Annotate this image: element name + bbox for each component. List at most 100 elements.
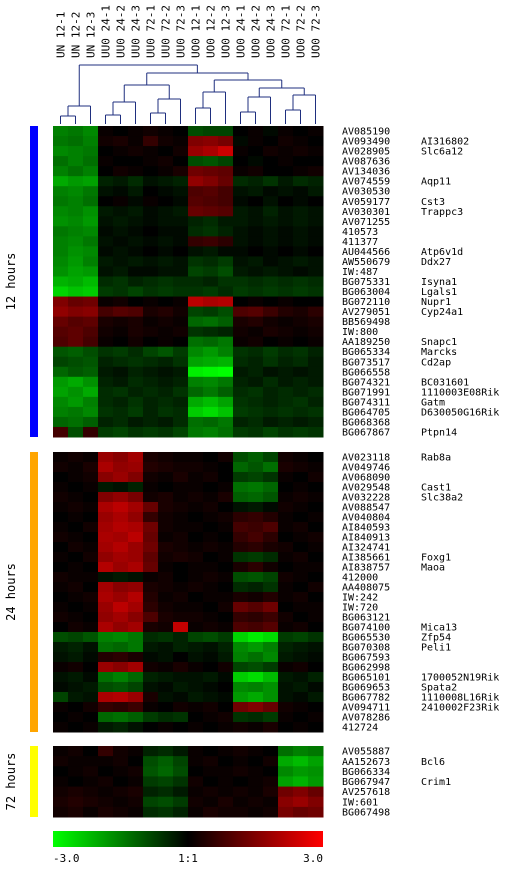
heatmap-cell <box>263 582 279 593</box>
row-id-label: BG074100 <box>342 623 390 634</box>
heatmap-cell <box>248 642 264 653</box>
heatmap-cell <box>53 522 69 533</box>
heatmap-cell <box>308 216 324 227</box>
heatmap-cell <box>308 776 324 788</box>
heatmap-cell <box>188 776 204 788</box>
heatmap-cell <box>263 326 279 338</box>
heatmap-cell <box>98 396 114 408</box>
heatmap-cell <box>248 592 264 603</box>
heatmap-cell <box>83 366 99 378</box>
heatmap-cell <box>113 562 129 573</box>
heatmap-cell <box>263 652 279 663</box>
heatmap-cell <box>68 722 84 733</box>
heatmap-cell <box>83 592 99 603</box>
heatmap-cell <box>203 346 219 358</box>
heatmap-cell <box>263 166 279 177</box>
heatmap-cell <box>278 682 294 693</box>
heatmap-cell <box>293 266 309 277</box>
heatmap-cell <box>173 206 189 217</box>
heatmap-cell <box>83 766 99 777</box>
heatmap-cell <box>188 492 204 503</box>
heatmap-cell <box>218 632 234 643</box>
heatmap-cell <box>83 306 99 318</box>
heatmap-cell <box>233 552 249 563</box>
heatmap-cell <box>173 166 189 177</box>
heatmap-cell <box>233 326 249 338</box>
heatmap-cell <box>173 482 189 493</box>
heatmap-cell <box>188 722 204 733</box>
heatmap-cell <box>278 286 294 298</box>
heatmap-cell <box>98 376 114 388</box>
heatmap-cell <box>158 756 174 767</box>
heatmap-cell <box>218 406 234 418</box>
heatmap-cell <box>248 316 264 328</box>
scale-min-label: -3.0 <box>53 852 80 865</box>
column-label: UO0 24-3 <box>265 5 278 58</box>
heatmap-cell <box>233 306 249 318</box>
row-gene-label: Aqp11 <box>421 177 451 188</box>
heatmap-cell <box>53 712 69 723</box>
heatmap-cell <box>248 552 264 563</box>
heatmap-cell <box>308 592 324 603</box>
heatmap-cell <box>143 746 159 757</box>
heatmap-cell <box>128 366 144 378</box>
heatmap-cell <box>53 482 69 493</box>
heatmap-cell <box>68 462 84 473</box>
column-label: UU0 24-3 <box>130 5 143 58</box>
heatmap-cell <box>158 492 174 503</box>
heatmap-cell <box>68 642 84 653</box>
heatmap-cell <box>98 572 114 583</box>
heatmap-cell <box>158 396 174 408</box>
row-id-label: BB569498 <box>342 317 390 328</box>
heatmap-cell <box>188 806 204 818</box>
heatmap-cell <box>83 632 99 643</box>
heatmap-cell <box>173 766 189 777</box>
heatmap-cell <box>53 806 69 818</box>
row-gene-label: Isyna1 <box>421 277 457 288</box>
heatmap-cell <box>173 186 189 197</box>
heatmap-cell <box>263 256 279 267</box>
heatmap-cell <box>248 572 264 583</box>
row-gene-label: Trappc3 <box>421 207 463 218</box>
heatmap-cell <box>83 326 99 338</box>
heatmap-cell <box>263 562 279 573</box>
heatmap-cell <box>158 276 174 288</box>
heatmap-cell <box>188 532 204 543</box>
heatmap-cell <box>233 206 249 217</box>
heatmap-cell <box>233 356 249 368</box>
heatmap-cell <box>173 306 189 318</box>
heatmap-cell <box>188 386 204 398</box>
heatmap-cell <box>128 622 144 633</box>
heatmap-cell <box>53 692 69 703</box>
heatmap-cell <box>113 196 129 207</box>
heatmap-cell <box>158 786 174 798</box>
heatmap-cell <box>218 176 234 187</box>
heatmap-cell <box>128 522 144 533</box>
heatmap-cell <box>98 426 114 438</box>
heatmap-cell <box>218 136 234 147</box>
heatmap-cell <box>158 746 174 757</box>
heatmap-cell <box>173 146 189 157</box>
heatmap-cell <box>83 216 99 227</box>
heatmap-cell <box>68 662 84 673</box>
heatmap-cell <box>218 386 234 398</box>
heatmap-cell <box>293 572 309 583</box>
heatmap-cell <box>188 426 204 438</box>
heatmap-cell <box>143 346 159 358</box>
heatmap-cell <box>98 682 114 693</box>
heatmap-cell <box>143 612 159 623</box>
heatmap-cell <box>263 336 279 348</box>
heatmap-cell <box>158 376 174 388</box>
heatmap-cell <box>233 632 249 643</box>
heatmap-cell <box>113 256 129 267</box>
heatmap-cell <box>278 176 294 187</box>
heatmap-cell <box>293 472 309 483</box>
heatmap-cell <box>113 286 129 298</box>
heatmap-cell <box>188 756 204 767</box>
heatmap-cell <box>218 236 234 247</box>
heatmap-cell <box>203 246 219 257</box>
heatmap-cell <box>248 472 264 483</box>
heatmap-cell <box>188 702 204 713</box>
heatmap-cell <box>233 806 249 818</box>
heatmap-cell <box>248 296 264 308</box>
